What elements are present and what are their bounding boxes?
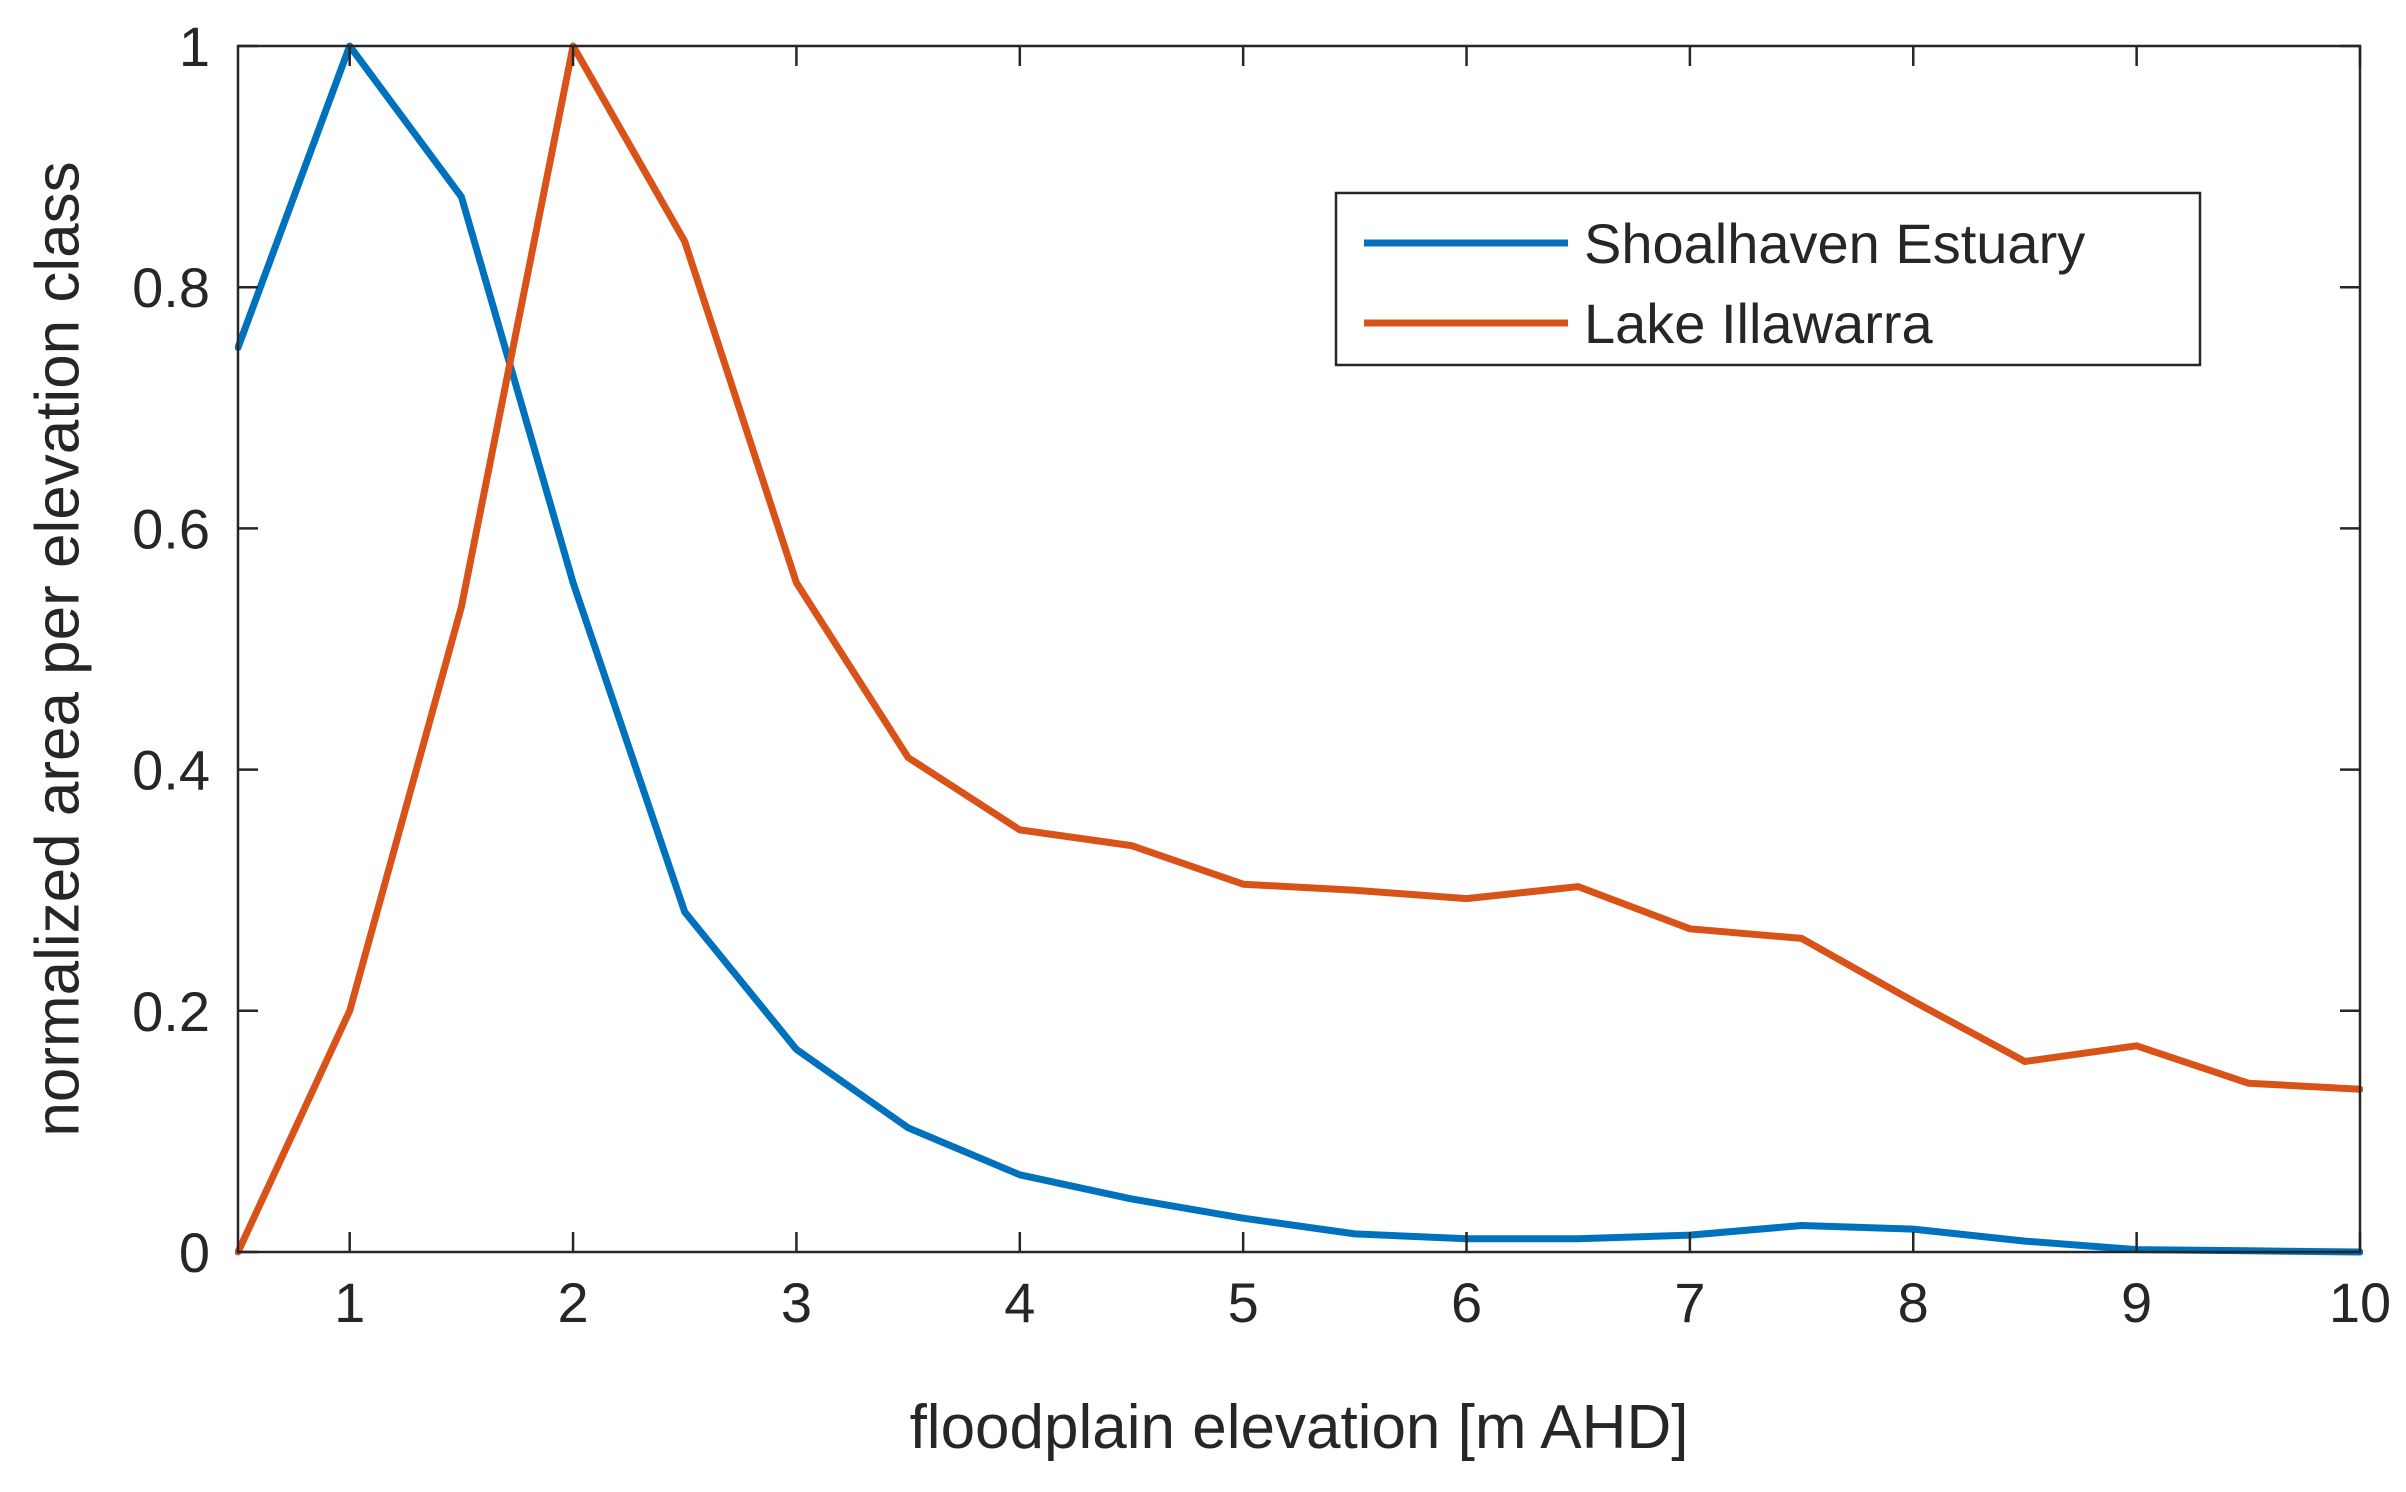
y-tick-label: 0.8 bbox=[132, 256, 210, 319]
series-line-shoalhaven-estuary bbox=[235, 42, 2363, 1256]
y-tick-label: 1 bbox=[179, 15, 210, 78]
y-tick-label: 0.2 bbox=[132, 980, 210, 1043]
x-tick-label: 9 bbox=[2121, 1271, 2152, 1334]
x-tick-label: 1 bbox=[334, 1271, 365, 1334]
y-tick-label: 0.6 bbox=[132, 497, 210, 560]
x-tick-label: 3 bbox=[781, 1271, 812, 1334]
legend: Shoalhaven Estuary Lake Illawarra bbox=[1334, 191, 2202, 367]
x-tick-label: 5 bbox=[1228, 1271, 1259, 1334]
y-tick-label: 0.4 bbox=[132, 739, 210, 802]
x-tick-label: 2 bbox=[557, 1271, 588, 1334]
y-axis-title: normalized area per elevation class bbox=[23, 161, 92, 1136]
x-tick-label: 10 bbox=[2329, 1271, 2391, 1334]
x-axis-title: floodplain elevation [m AHD] bbox=[910, 1393, 1689, 1462]
axes-box bbox=[236, 44, 2362, 1254]
legend-box bbox=[1334, 191, 2202, 367]
legend-label-lake-illawarra: Lake Illawarra bbox=[1584, 292, 1933, 355]
x-tick-label: 6 bbox=[1451, 1271, 1482, 1334]
series-line-lake-illawarra bbox=[235, 42, 2363, 1256]
y-tick-label: 0 bbox=[179, 1221, 210, 1284]
x-tick-label: 7 bbox=[1674, 1271, 1705, 1334]
x-tick-label: 4 bbox=[1004, 1271, 1035, 1334]
legend-label-shoalhaven-estuary: Shoalhaven Estuary bbox=[1584, 212, 2085, 275]
x-tick-label: 8 bbox=[1898, 1271, 1929, 1334]
